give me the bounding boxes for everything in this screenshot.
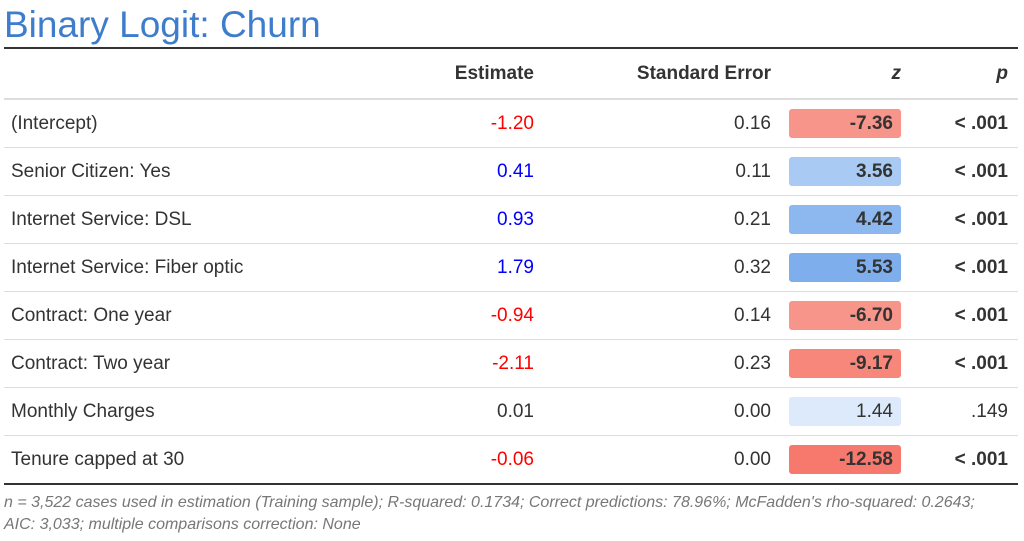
table-row: Contract: Two year -2.11 0.23 -9.17 < .001 — [4, 340, 1018, 388]
table-row: Internet Service: Fiber optic 1.79 0.32 5.5… — [4, 244, 1018, 292]
standard-error-value: 0.16 — [734, 112, 771, 134]
estimate-value: -0.06 — [490, 448, 534, 470]
z-cell: -7.36 — [789, 100, 901, 147]
estimate-value: 0.41 — [497, 160, 534, 182]
z-value-badge: 1.44 — [789, 397, 901, 426]
z-value-badge: 5.53 — [789, 253, 901, 282]
p-value: < .001 — [954, 256, 1008, 278]
standard-error-value: 0.00 — [734, 400, 771, 422]
standard-error-value: 0.32 — [734, 256, 771, 278]
estimate-value: -2.11 — [492, 352, 534, 374]
z-value-badge: 3.56 — [789, 157, 901, 186]
standard-error-value: 0.23 — [734, 352, 771, 374]
row-label: Contract: One year — [11, 304, 172, 326]
estimate-value: 0.93 — [497, 208, 534, 230]
estimate-value: 1.79 — [497, 256, 534, 278]
z-cell: -12.58 — [789, 436, 901, 483]
estimate-value: -0.94 — [490, 304, 534, 326]
p-value: < .001 — [954, 208, 1008, 230]
p-value: < .001 — [954, 160, 1008, 182]
z-cell: 3.56 — [789, 148, 901, 195]
header-estimate: Estimate — [454, 62, 534, 84]
standard-error-value: 0.11 — [735, 160, 771, 182]
table-row: Internet Service: DSL 0.93 0.21 4.42 < .001 — [4, 196, 1018, 244]
table-row: Senior Citizen: Yes 0.41 0.11 3.56 < .001 — [4, 148, 1018, 196]
row-label: Senior Citizen: Yes — [11, 160, 171, 182]
z-value-badge: 4.42 — [789, 205, 901, 234]
p-value: < .001 — [954, 112, 1008, 134]
standard-error-value: 0.21 — [734, 208, 771, 230]
table-row: Monthly Charges 0.01 0.00 1.44 .149 — [4, 388, 1018, 436]
row-label: Monthly Charges — [11, 400, 155, 422]
p-value: < .001 — [954, 304, 1008, 326]
coefficients-table: Estimate Standard Error z p (Intercept) -… — [4, 47, 1018, 485]
header-standard-error: Standard Error — [636, 62, 771, 84]
p-value: .149 — [971, 400, 1008, 422]
z-value-badge: -12.58 — [789, 445, 901, 474]
z-cell: 4.42 — [789, 196, 901, 243]
row-label: Internet Service: DSL — [11, 208, 192, 230]
table-row: Tenure capped at 30 -0.06 0.00 -12.58 < .001 — [4, 436, 1018, 483]
z-cell: 5.53 — [789, 244, 901, 291]
table-header-row: Estimate Standard Error z p — [4, 49, 1018, 100]
p-value: < .001 — [954, 448, 1008, 470]
row-label: (Intercept) — [11, 112, 98, 134]
standard-error-value: 0.00 — [734, 448, 771, 470]
row-label: Internet Service: Fiber optic — [11, 256, 244, 278]
z-value-badge: -7.36 — [789, 109, 901, 138]
standard-error-value: 0.14 — [734, 304, 771, 326]
table-footnote: n = 3,522 cases used in estimation (Trai… — [4, 494, 975, 533]
table-row: (Intercept) -1.20 0.16 -7.36 < .001 — [4, 100, 1018, 148]
estimate-value: -1.20 — [490, 112, 534, 134]
z-value-badge: -6.70 — [789, 301, 901, 330]
estimate-value: 0.01 — [497, 400, 534, 422]
z-value-badge: -9.17 — [789, 349, 901, 378]
table-body: (Intercept) -1.20 0.16 -7.36 < .001 Senior Ci… — [4, 100, 1018, 483]
header-p: p — [996, 62, 1008, 84]
row-label: Contract: Two year — [11, 352, 171, 374]
z-cell: -9.17 — [789, 340, 901, 387]
z-cell: 1.44 — [789, 388, 901, 435]
z-cell: -6.70 — [789, 292, 901, 339]
row-label: Tenure capped at 30 — [11, 448, 185, 470]
p-value: < .001 — [954, 352, 1008, 374]
table-title: Binary Logit: Churn — [4, 4, 321, 45]
header-z: z — [891, 62, 902, 84]
table-row: Contract: One year -0.94 0.14 -6.70 < .001 — [4, 292, 1018, 340]
